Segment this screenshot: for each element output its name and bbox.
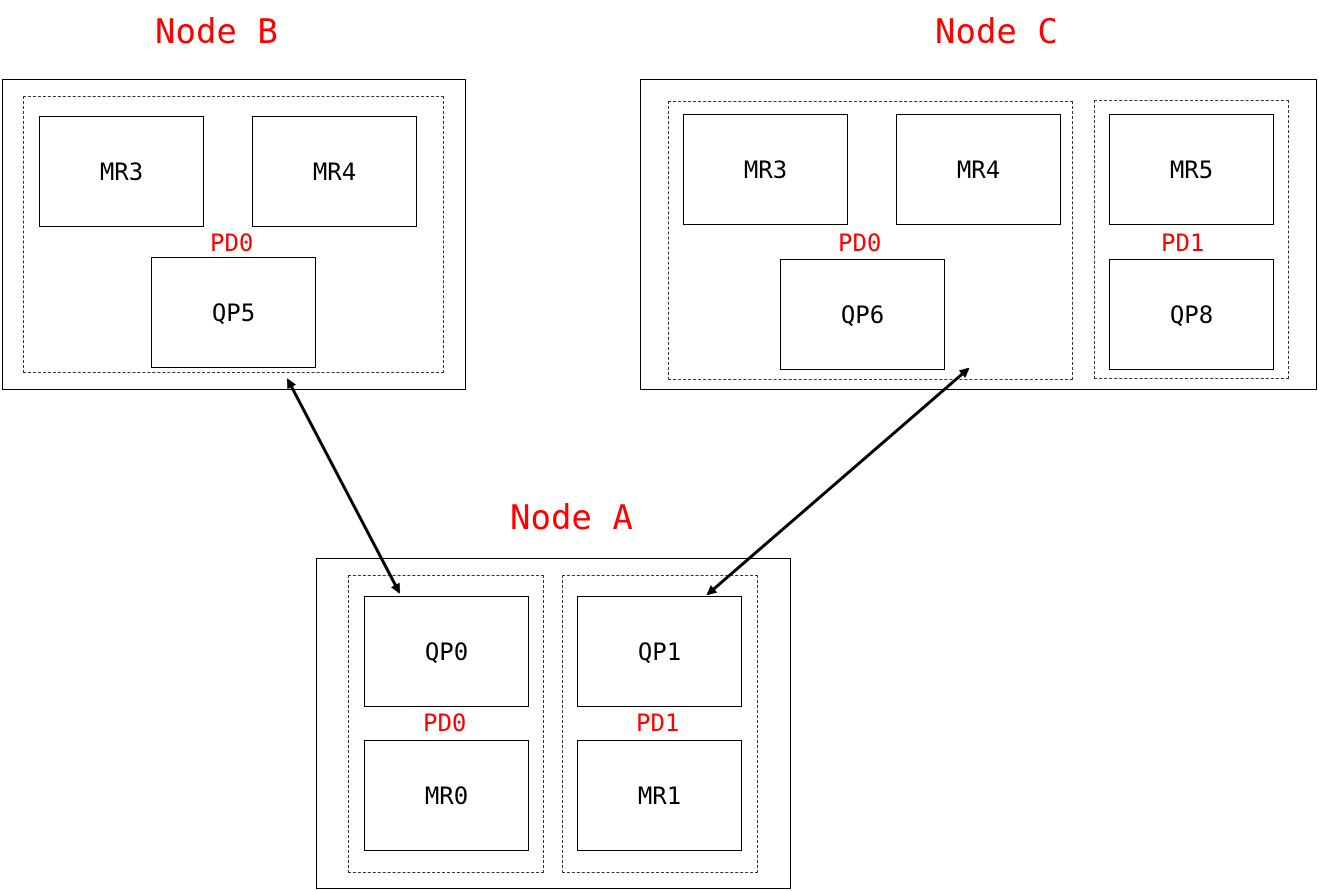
node-c-mr5: MR5 [1109,114,1274,225]
node-c-title: Node C [935,12,1058,52]
node-c-qp6: QP6 [780,259,945,370]
node-c-pd0-label: PD0 [838,229,882,257]
node-c-pd1-box [1094,100,1289,379]
node-a-qp0: QP0 [364,596,529,707]
node-c-pd1-label: PD1 [1161,229,1205,257]
node-b-pd0-box [23,96,444,373]
node-b-qp5: QP5 [151,257,316,368]
link-nodeb-qp5-to-nodea-qp0 [286,378,401,594]
node-b-mr3: MR3 [39,116,204,227]
node-a-title: Node A [510,498,633,538]
node-a-mr0: MR0 [364,740,529,851]
node-c-mr4: MR4 [896,114,1061,225]
node-a-pd1-box [562,575,758,873]
node-c-mr3: MR3 [683,114,848,225]
node-b-pd0-label: PD0 [210,229,254,257]
node-b-mr4: MR4 [252,116,417,227]
node-a-pd0-label: PD0 [423,709,467,737]
node-b-title: Node B [155,12,278,52]
node-c-qp8: QP8 [1109,259,1274,370]
node-a-mr1: MR1 [577,740,742,851]
node-a-pd0-box [348,575,544,873]
link-nodec-pd0-to-nodea-qp1 [706,367,970,596]
node-a-qp1: QP1 [577,596,742,707]
node-a-pd1-label: PD1 [636,709,680,737]
